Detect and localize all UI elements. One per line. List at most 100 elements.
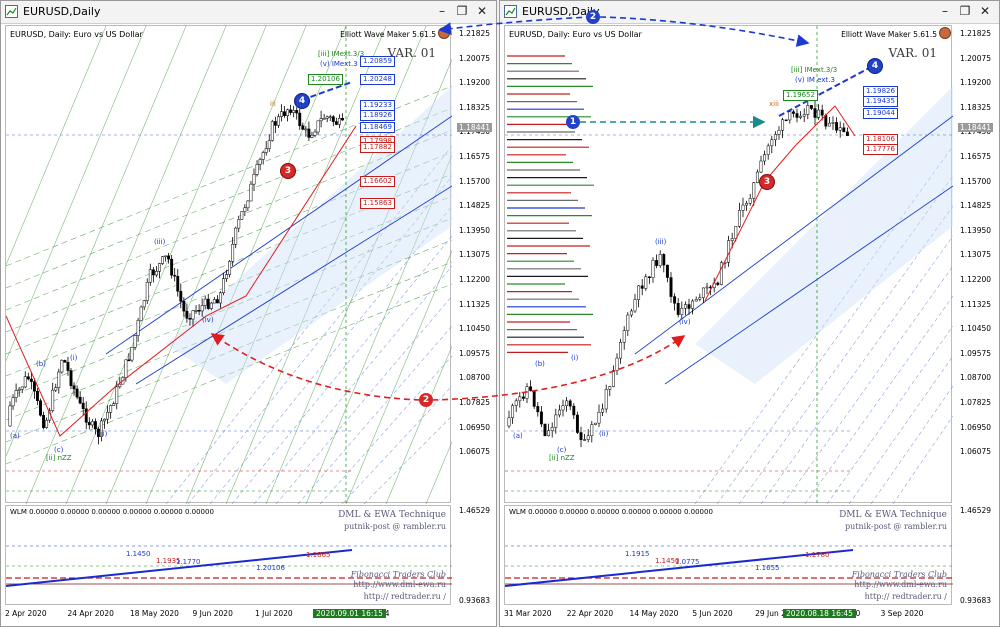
- wlm-label: WLM 0.00000 0.00000 0.00000 0.00000 0.00…: [509, 508, 713, 516]
- candle-body: [507, 417, 511, 427]
- candle-body: [770, 139, 774, 147]
- candle-body: [665, 264, 669, 278]
- candle-body: [795, 113, 799, 118]
- price-tick-label: 1.08700: [459, 373, 491, 383]
- channel-line: [804, 295, 953, 504]
- price-tick-label: 1.07825: [459, 398, 491, 407]
- chart-window-left: EURUSD,Daily – ❐ ✕ EURUSD, Daily: Euro v…: [0, 0, 497, 627]
- candle-body: [741, 204, 745, 211]
- candle-body: [730, 238, 734, 241]
- fan-line: [25, 26, 227, 504]
- gear-icon[interactable]: [939, 27, 951, 39]
- candle-body: [683, 304, 687, 309]
- chart-title: EURUSD, Daily: Euro vs US Dollar: [10, 30, 143, 39]
- price-chart[interactable]: EURUSD, Daily: Euro vs US Dollar Elliott…: [504, 25, 953, 504]
- fan-line: [6, 26, 107, 266]
- candle-body: [66, 362, 70, 371]
- candle-body: [158, 263, 161, 272]
- candle-body: [78, 396, 82, 404]
- candle-body: [11, 397, 15, 407]
- wave-marker-3: 3: [759, 174, 775, 190]
- candle-body: [246, 200, 250, 209]
- wave-label-c: (c): [557, 446, 567, 454]
- candle-body: [148, 269, 152, 283]
- shaded-channel: [166, 86, 452, 384]
- candle-body: [521, 396, 525, 399]
- candle-body: [748, 198, 752, 204]
- wave-label-v: (v) IMext.3: [320, 60, 358, 68]
- candle-body: [802, 114, 806, 117]
- trend-line: [105, 115, 452, 355]
- price-tick-label: 1.06075: [960, 447, 992, 457]
- candle-body: [228, 261, 232, 275]
- wave-label-iv: (iv): [202, 316, 214, 324]
- channel-line: [6, 217, 452, 399]
- candle-body: [781, 119, 785, 131]
- price-tick-label: 1.13075: [459, 250, 491, 260]
- redtrader-url[interactable]: http:// redtrader.ru /: [363, 592, 446, 601]
- candle-body: [719, 262, 723, 285]
- candle-body: [106, 412, 110, 420]
- candle-body: [341, 118, 344, 121]
- candle-body: [179, 290, 183, 302]
- candle-body: [69, 370, 73, 387]
- var-label: VAR. 01: [888, 46, 937, 60]
- indicator-panel[interactable]: 1.1915 1.1450 1.1655 1.1780 1.0775 WLM 0.000…: [504, 505, 953, 605]
- close-button[interactable]: ✕: [476, 4, 488, 18]
- candle-body: [8, 405, 12, 427]
- wlm-level-label: 1.0775: [675, 558, 700, 566]
- wlm-label: WLM 0.00000 0.00000 0.00000 0.00000 0.00…: [10, 508, 214, 516]
- minimize-button[interactable]: –: [439, 4, 445, 18]
- date-tick-label: 3 Sep 2020: [880, 609, 924, 618]
- price-tick-label: 1.21825: [960, 29, 992, 38]
- annotation-marker-1: 1: [566, 115, 580, 129]
- indicator-panel[interactable]: 1.1450 1.1935 1.20106 1.1865 1.1770 WLM 0.00…: [5, 505, 452, 605]
- candle-body: [289, 109, 293, 113]
- wlm-level-label: 1.1865: [306, 551, 331, 559]
- window-title: EURUSD,Daily: [522, 5, 600, 18]
- dml-url[interactable]: http://www.dml-ewa.ru: [854, 580, 947, 589]
- candle-body: [626, 314, 630, 331]
- wave-label-iii: [iii] IMext.3/3: [318, 50, 365, 58]
- candle-body: [280, 111, 283, 117]
- annotation-marker-2-top: 2: [586, 10, 600, 24]
- wave-label-xiii: xiii: [769, 100, 779, 108]
- candle-body: [827, 122, 831, 127]
- restore-button[interactable]: ❐: [959, 4, 971, 18]
- candle-body: [716, 282, 720, 285]
- wave-marker-4: 4: [867, 58, 883, 74]
- price-chart[interactable]: EURUSD, Daily: Euro vs US Dollar Elliott…: [5, 25, 452, 504]
- minimize-button[interactable]: –: [942, 4, 948, 18]
- fan-line: [6, 26, 187, 457]
- window-titlebar[interactable]: EURUSD,Daily – ❐ ✕: [500, 1, 999, 24]
- candle-body: [673, 296, 677, 304]
- window-titlebar[interactable]: EURUSD,Daily – ❐ ✕: [1, 1, 496, 24]
- candle-body: [831, 122, 835, 124]
- date-tick-label: 1 Jul 2020: [255, 609, 293, 618]
- candle-body: [791, 111, 795, 114]
- dml-club: Fibonacci Traders Club: [350, 570, 446, 579]
- candle-body: [270, 121, 274, 141]
- candle-body: [267, 140, 271, 149]
- candle-body: [81, 402, 85, 409]
- candle-body: [518, 396, 522, 402]
- price-tick-label: 1.15700: [960, 176, 992, 186]
- close-button[interactable]: ✕: [979, 4, 991, 18]
- price-tick-label: 1.07825: [960, 398, 992, 407]
- wave-label-iii-small: (iii): [655, 238, 667, 246]
- candle-body: [777, 129, 781, 135]
- candle-body: [322, 118, 326, 120]
- candle-body: [737, 210, 741, 227]
- candle-body: [240, 211, 244, 220]
- redtrader-url[interactable]: http:// redtrader.ru /: [864, 592, 947, 601]
- candle-body: [662, 254, 666, 266]
- dml-url[interactable]: http://www.dml-ewa.ru: [353, 580, 446, 589]
- candle-body: [42, 414, 45, 428]
- price-tick-label: 1.10450: [960, 324, 992, 334]
- candle-body: [325, 116, 329, 119]
- restore-button[interactable]: ❐: [456, 4, 468, 18]
- gear-icon[interactable]: [438, 27, 450, 39]
- candle-body: [593, 422, 597, 425]
- price-tick-label: 1.09575: [960, 348, 992, 358]
- candle-body: [813, 108, 817, 118]
